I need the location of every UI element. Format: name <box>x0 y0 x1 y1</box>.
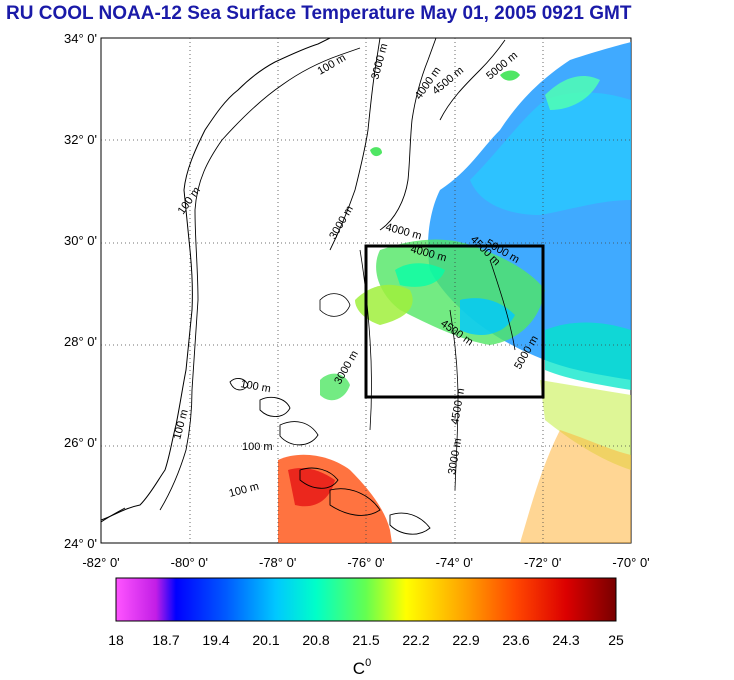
latitude-label: 24° 0' <box>64 536 97 551</box>
isobath-4500m <box>439 39 506 121</box>
colorbar-tick-label: 22.2 <box>402 632 429 648</box>
isobath-3000m <box>329 38 381 251</box>
latitude-label: 28° 0' <box>64 334 97 349</box>
coastline <box>101 38 331 521</box>
colorbar-tick-label: 25 <box>608 632 624 648</box>
study-area-box <box>364 244 545 399</box>
colorbar-tick-label: 21.5 <box>352 632 379 648</box>
latitude-label: 30° 0' <box>64 233 97 248</box>
colorbar-tick-label: 20.1 <box>252 632 279 648</box>
longitude-label: -74° 0' <box>436 555 473 570</box>
colorbar-unit-label: C0 <box>353 657 371 678</box>
latitude-labels: 34° 0' 32° 0' 30° 0' 28° 0' 26° 0' 24° 0' <box>64 31 97 551</box>
longitude-label: -78° 0' <box>259 555 296 570</box>
colorbar-tick-label: 22.9 <box>452 632 479 648</box>
colorbar-tick-label: 18.7 <box>152 632 179 648</box>
latitude-label: 26° 0' <box>64 435 97 450</box>
map-content <box>101 38 631 543</box>
colorbar-tick-label: 24.3 <box>552 632 579 648</box>
longitude-label: -76° 0' <box>347 555 384 570</box>
map-title: RU COOL NOAA-12 Sea Surface Temperature … <box>6 3 632 24</box>
longitude-label: -82° 0' <box>82 555 119 570</box>
isobath-100m <box>159 47 361 511</box>
sst-data-layer <box>278 42 631 543</box>
isobath-4000m <box>379 38 437 231</box>
latitude-label: 34° 0' <box>64 31 97 46</box>
bahamas-outline <box>229 378 431 535</box>
longitude-labels: -82° 0' -80° 0' -78° 0' -76° 0' -74° 0' -72° … <box>82 555 649 570</box>
colorbar-tick-labels: 18 18.7 19.4 20.1 20.8 21.5 22.2 22.9 23.6 24.3 25 <box>108 632 624 648</box>
colorbar-tick-label: 19.4 <box>202 632 229 648</box>
latitude-label: 32° 0' <box>64 132 97 147</box>
contour-label: 100 m <box>239 378 271 395</box>
longitude-label: -80° 0' <box>171 555 208 570</box>
colorbar-tick-label: 20.8 <box>302 632 329 648</box>
contour-label: 100 m <box>242 441 273 453</box>
colorbar-tick-label: 18 <box>108 632 124 648</box>
colorbar <box>115 577 617 622</box>
longitude-label: -72° 0' <box>524 555 561 570</box>
colorbar-tick-label: 23.6 <box>502 632 529 648</box>
longitude-label: -70° 0' <box>612 555 649 570</box>
